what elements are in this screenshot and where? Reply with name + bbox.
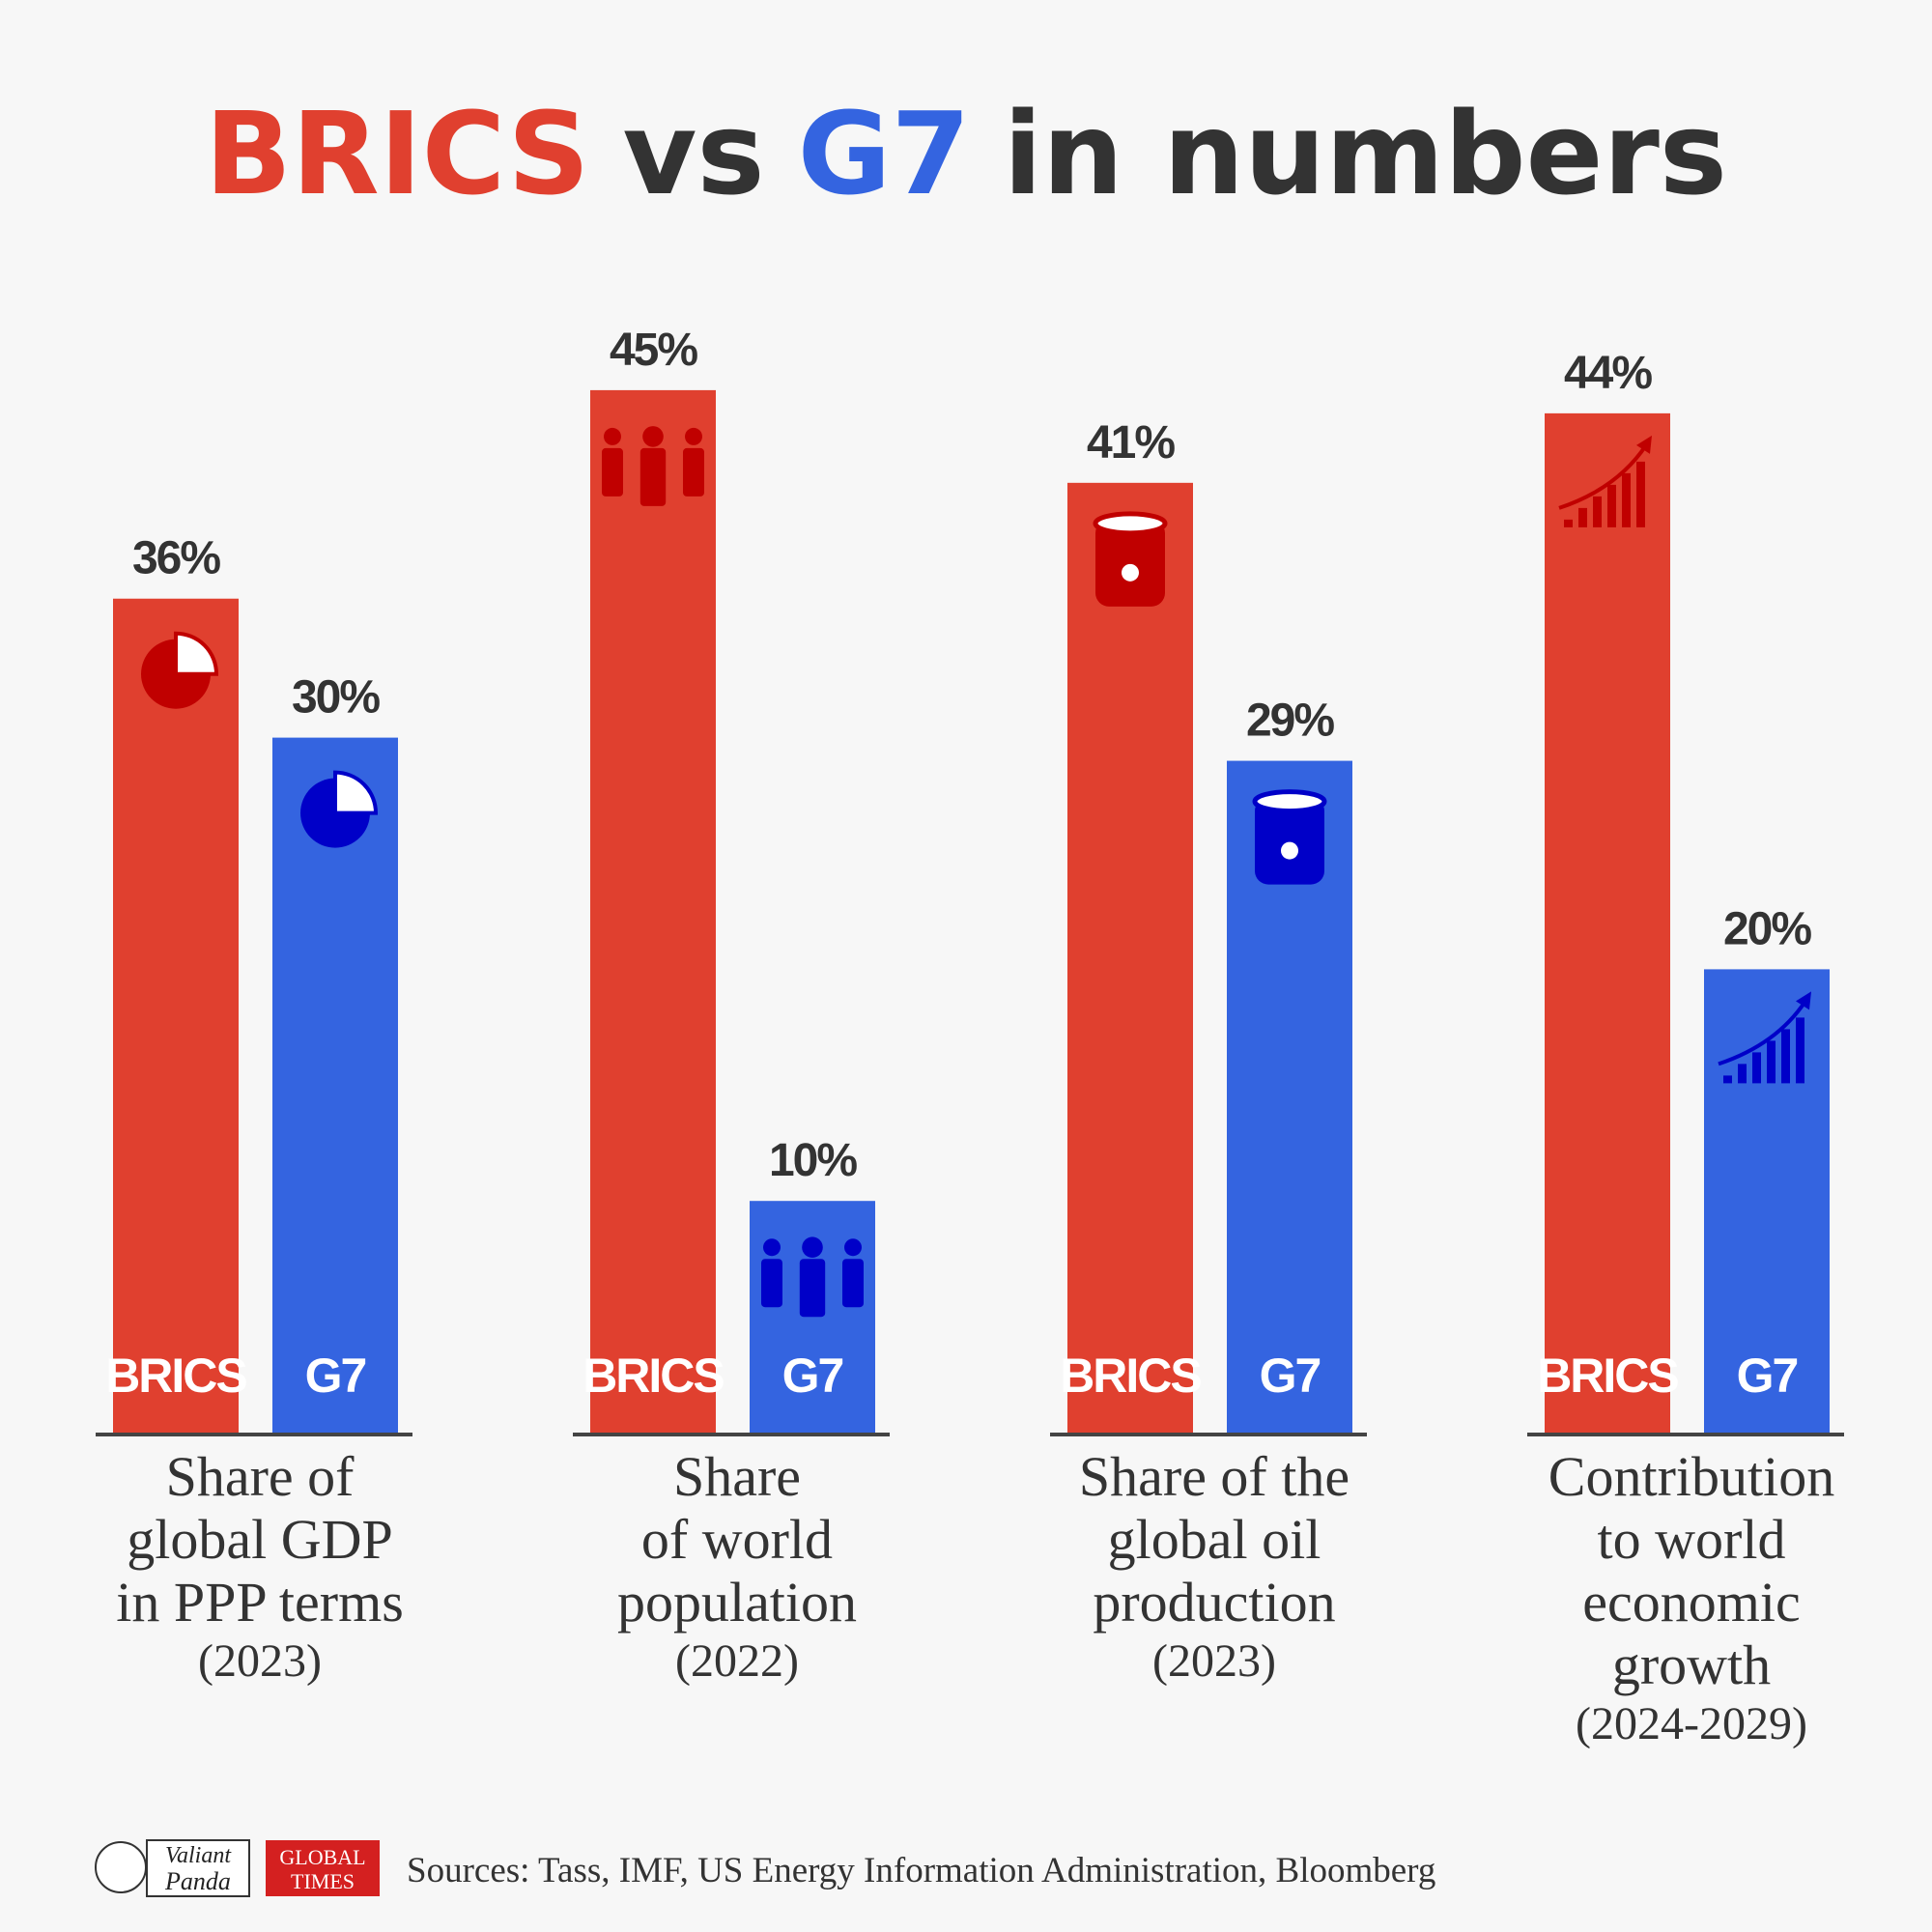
panel-label: production xyxy=(1093,1571,1335,1634)
category-label: BRICS xyxy=(582,1349,724,1403)
title-part: BRICS xyxy=(205,87,589,220)
icon xyxy=(761,1259,782,1308)
icon xyxy=(642,426,664,447)
bar xyxy=(590,389,716,1433)
bar xyxy=(113,598,239,1433)
icon xyxy=(604,427,621,445)
period-label: (2024-2029) xyxy=(1576,1698,1807,1749)
icon xyxy=(1281,841,1298,860)
icon xyxy=(685,427,702,445)
value-label: 44% xyxy=(1564,348,1652,399)
value-label: 36% xyxy=(132,533,220,584)
icon xyxy=(602,447,623,497)
panel-label: Share of xyxy=(166,1445,355,1508)
icon xyxy=(333,770,379,815)
category-label: G7 xyxy=(1737,1349,1798,1403)
icon xyxy=(1796,991,1811,1010)
icon xyxy=(1558,443,1648,510)
icon xyxy=(1796,1017,1804,1084)
title-part: vs xyxy=(622,87,764,220)
icon xyxy=(1723,1075,1732,1084)
category-label: G7 xyxy=(305,1349,366,1403)
icon xyxy=(802,1236,823,1258)
icon xyxy=(1122,563,1139,582)
title-part: in numbers xyxy=(1004,87,1727,220)
icon xyxy=(1607,484,1616,527)
panel-label: of world xyxy=(641,1508,833,1571)
period-label: (2022) xyxy=(675,1635,799,1687)
title-part: G7 xyxy=(798,87,971,220)
logo-text: GLOBAL xyxy=(279,1845,365,1869)
panel-label: Contribution xyxy=(1548,1445,1834,1508)
icon xyxy=(683,447,704,497)
icon xyxy=(1252,789,1327,814)
icon xyxy=(1636,461,1645,527)
icon xyxy=(174,631,219,676)
period-label: (2023) xyxy=(1152,1635,1276,1687)
icon xyxy=(844,1238,862,1257)
logo-panda: Valiant Panda xyxy=(95,1839,250,1897)
value-label: 45% xyxy=(610,325,697,376)
category-label: BRICS xyxy=(1537,1349,1678,1403)
value-label: 41% xyxy=(1087,417,1175,469)
icon xyxy=(763,1238,781,1257)
icon xyxy=(1781,1029,1790,1084)
icon xyxy=(1095,519,1165,607)
panel-label: Share of the xyxy=(1079,1445,1350,1508)
panel-label: Share xyxy=(673,1445,801,1508)
category-label: G7 xyxy=(782,1349,843,1403)
logo-text: Valiant xyxy=(165,1843,232,1868)
value-label: 30% xyxy=(292,672,380,724)
bar xyxy=(272,737,398,1433)
icon xyxy=(1255,797,1324,885)
panel-label: global oil xyxy=(1108,1508,1321,1571)
logo-text: TIMES xyxy=(291,1869,355,1893)
icon xyxy=(1578,507,1587,527)
logo-text: Panda xyxy=(164,1867,231,1895)
value-label: 20% xyxy=(1723,903,1811,954)
value-label: 10% xyxy=(769,1135,857,1186)
value-label: 29% xyxy=(1246,696,1334,747)
panel-label: in PPP terms xyxy=(116,1571,404,1634)
icon xyxy=(639,447,667,506)
source-note: Sources: Tass, IMF, US Energy Informatio… xyxy=(407,1851,1435,1890)
panel-label: population xyxy=(617,1571,857,1634)
category-label: BRICS xyxy=(1060,1349,1201,1403)
logo-global-times: GLOBAL TIMES xyxy=(266,1840,380,1896)
logo-icon xyxy=(95,1841,147,1893)
panel-label: global GDP xyxy=(127,1508,393,1571)
icon xyxy=(1564,519,1573,527)
icon xyxy=(1636,435,1652,454)
bar xyxy=(1067,482,1193,1433)
icon xyxy=(1718,1000,1807,1066)
logo-box xyxy=(146,1839,250,1897)
icon xyxy=(1767,1040,1776,1084)
icon xyxy=(1093,511,1168,536)
icon xyxy=(1738,1064,1747,1084)
category-label: G7 xyxy=(1260,1349,1321,1403)
panel-label: economic xyxy=(1582,1571,1800,1634)
icon xyxy=(799,1259,826,1318)
icon xyxy=(842,1259,864,1308)
icon xyxy=(1593,496,1602,527)
category-label: BRICS xyxy=(105,1349,246,1403)
icon xyxy=(1622,472,1631,527)
logo-box xyxy=(266,1840,380,1896)
icon xyxy=(1752,1052,1761,1084)
chart-title: BRICS vs G7 in numbers xyxy=(205,87,1727,220)
panel-label: growth xyxy=(1612,1634,1771,1696)
period-label: (2023) xyxy=(198,1635,322,1687)
bar xyxy=(1545,412,1670,1433)
panel-label: to world xyxy=(1598,1508,1786,1571)
